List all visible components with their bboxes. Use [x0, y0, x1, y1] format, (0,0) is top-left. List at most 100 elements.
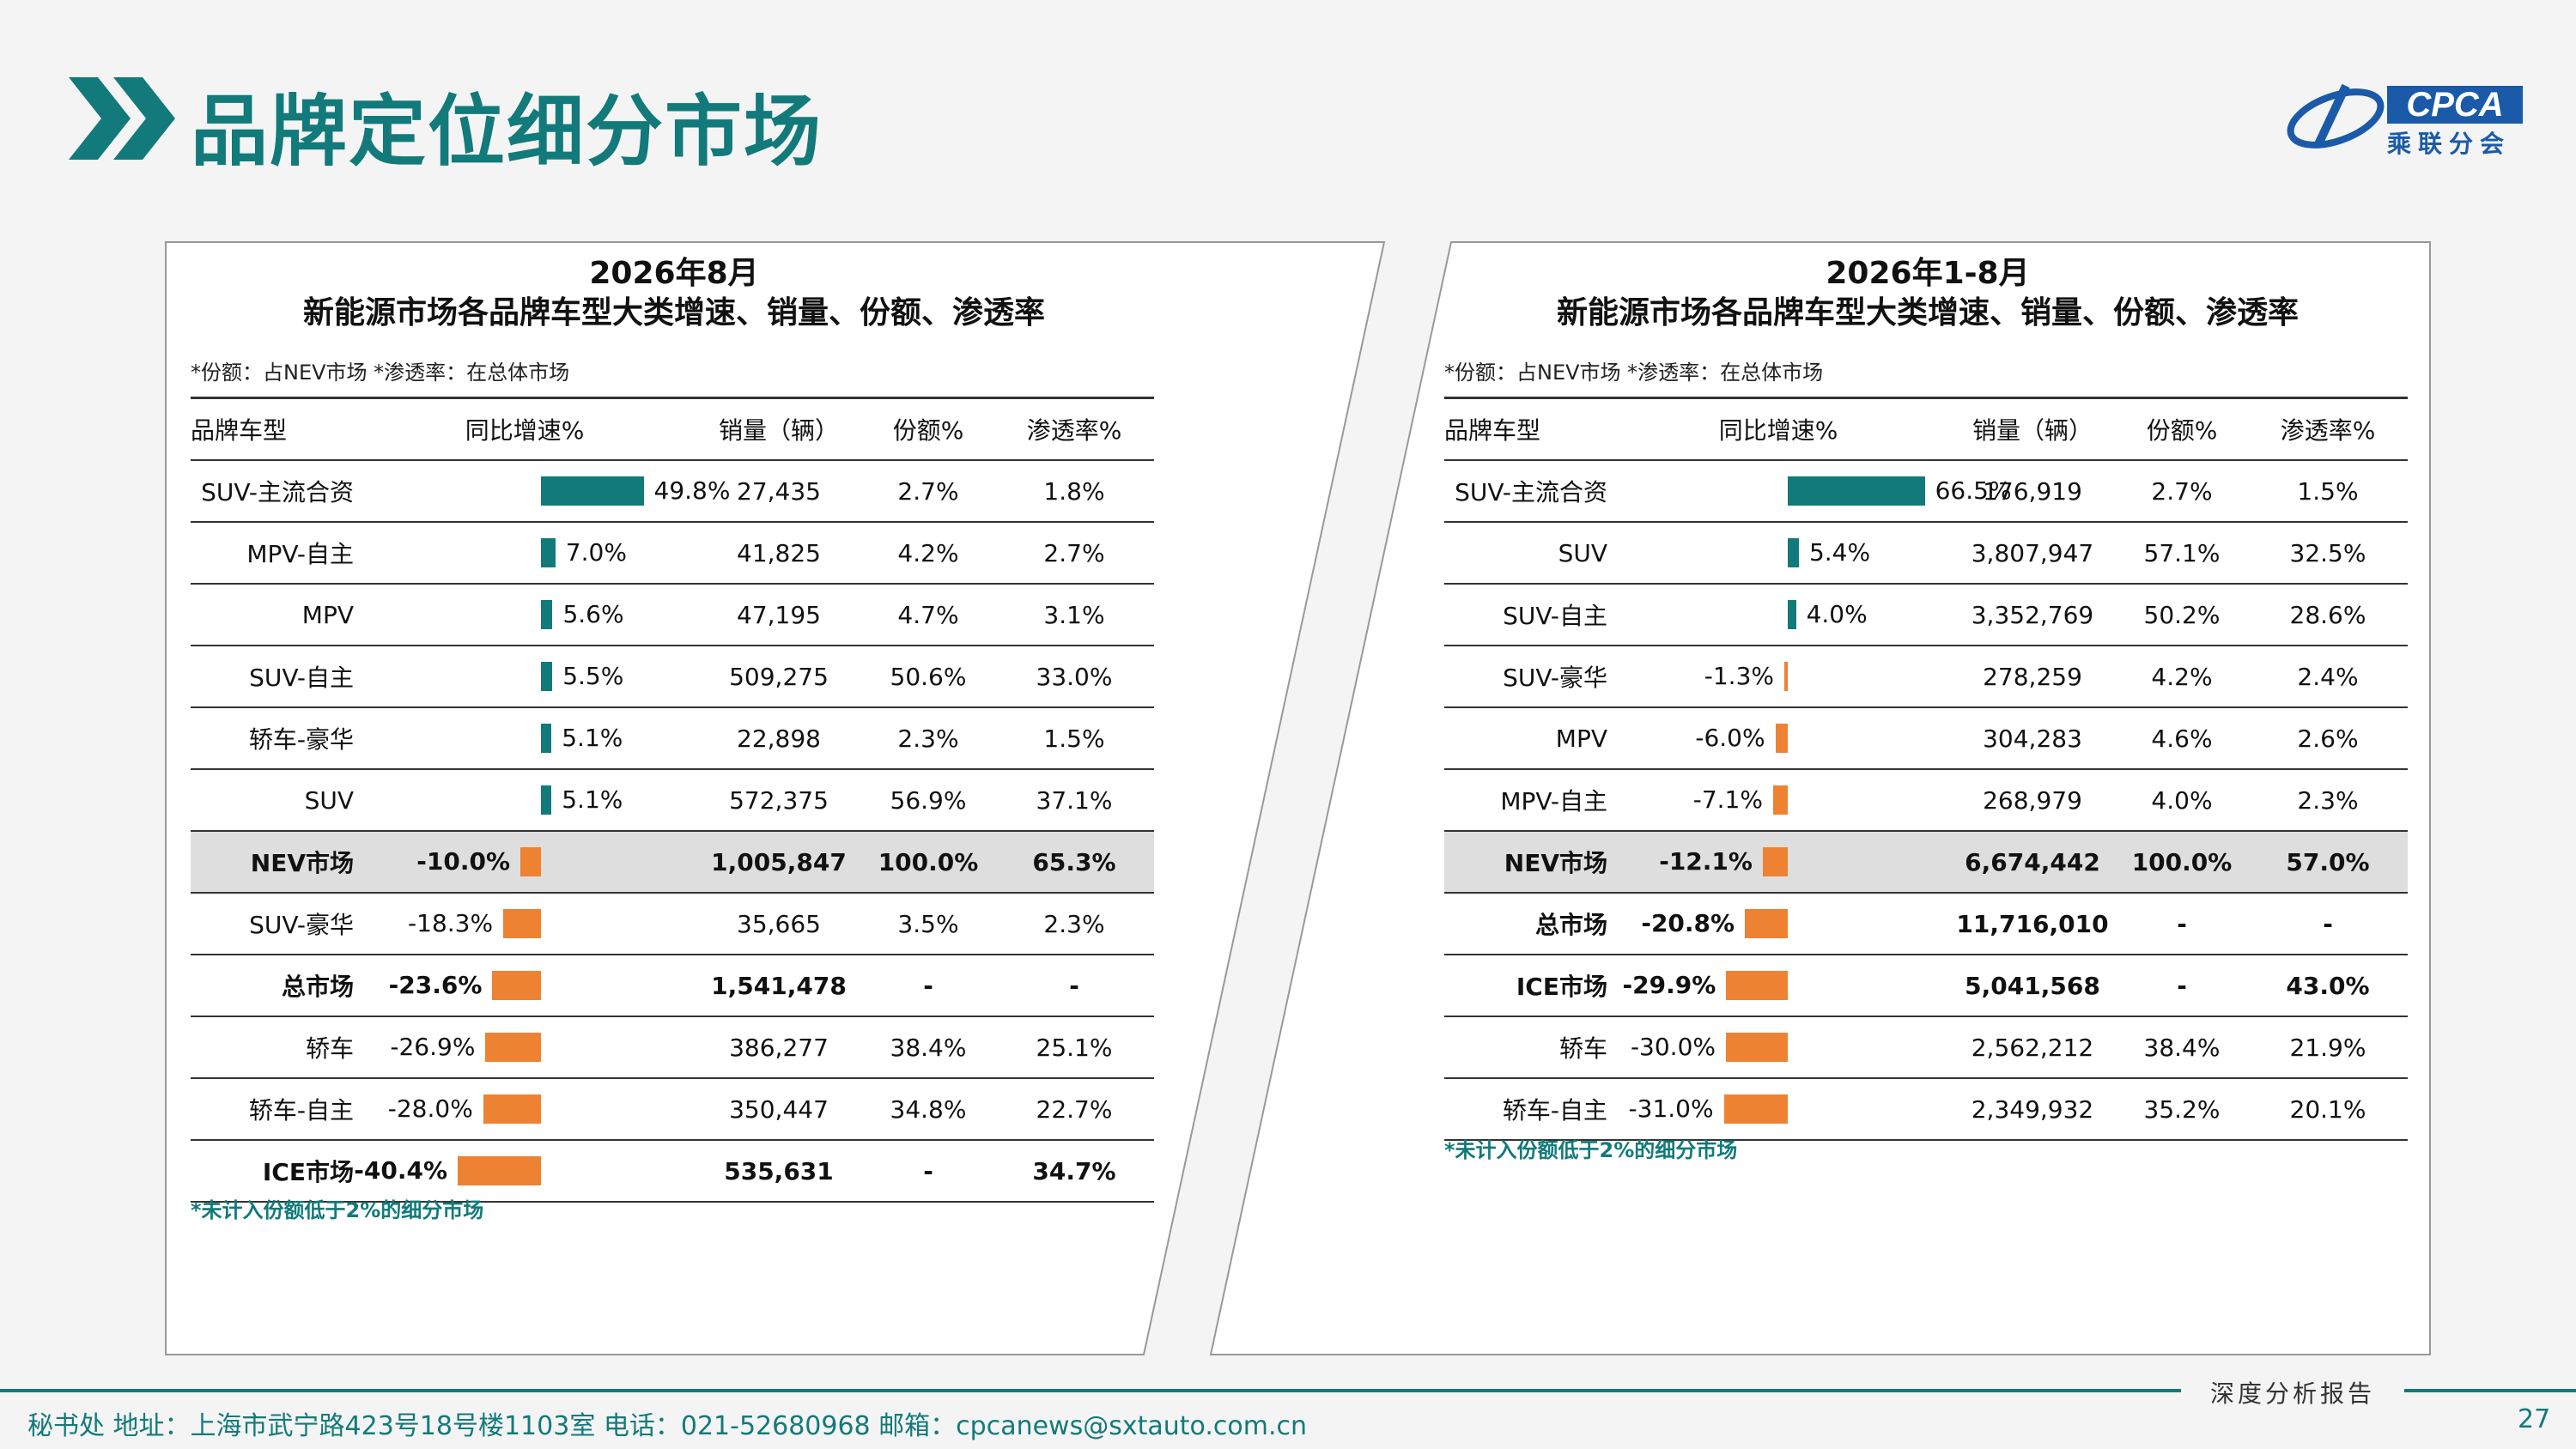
row-name: ICE市场	[1444, 955, 1607, 1017]
table-row: MPV -6.0% 304,283 4.6% 2.6%	[1444, 707, 2408, 770]
penetration-cell: 20.1%	[2248, 1078, 2408, 1141]
panel-title-line2: 新能源市场各品牌车型大类增速、销量、份额、渗透率	[302, 295, 1045, 330]
growth-label: -12.1%	[1659, 847, 1753, 876]
share-cell: 4.2%	[862, 522, 994, 585]
growth-bar	[1762, 847, 1788, 876]
growth-cell: 5.5%	[354, 646, 696, 708]
sales-cell: 350,447	[696, 1078, 862, 1141]
panel-title-ytd: 2026年1-8月 新能源市场各品牌车型大类增速、销量、份额、渗透率	[1443, 254, 2413, 333]
col-header-name: 品牌车型	[191, 397, 354, 461]
table-header-row: 品牌车型 同比增速% 销量（辆） 份额% 渗透率%	[191, 397, 1154, 461]
growth-label: -30.0%	[1630, 1033, 1716, 1061]
growth-cell: -30.0%	[1607, 1016, 1949, 1079]
share-cell: 4.2%	[2116, 646, 2248, 708]
row-name: NEV市场	[191, 831, 354, 894]
growth-bar	[1723, 1094, 1788, 1124]
penetration-cell: 37.1%	[994, 769, 1154, 832]
panel-note: *份额：占NEV市场 *渗透率：在总体市场	[191, 361, 570, 385]
growth-cell: 7.0%	[354, 522, 696, 585]
growth-label: 5.5%	[562, 662, 624, 690]
growth-label: -28.0%	[387, 1094, 473, 1123]
sales-cell: 27,435	[696, 460, 862, 523]
growth-bar	[1788, 538, 1799, 567]
share-cell: 35.2%	[2116, 1078, 2248, 1141]
row-name: SUV-豪华	[1444, 646, 1607, 708]
row-name: 轿车-豪华	[191, 707, 354, 770]
growth-label: -7.1%	[1692, 785, 1763, 814]
penetration-cell: 1.5%	[994, 707, 1154, 770]
sales-cell: 572,375	[696, 769, 862, 832]
col-header-penetration: 渗透率%	[994, 397, 1154, 461]
col-header-share: 份额%	[862, 397, 994, 461]
sales-cell: 6,674,442	[1949, 831, 2116, 894]
growth-cell: -18.3%	[354, 893, 696, 955]
cpca-logo-icon	[2287, 83, 2385, 149]
penetration-cell: 2.3%	[2248, 769, 2408, 832]
col-header-penetration: 渗透率%	[2248, 397, 2408, 461]
share-cell: -	[862, 955, 994, 1017]
share-cell: 50.6%	[862, 646, 994, 708]
growth-cell: -28.0%	[354, 1078, 696, 1141]
share-cell: 4.6%	[2116, 707, 2248, 770]
row-name: SUV-豪华	[191, 893, 354, 955]
penetration-cell: 65.3%	[994, 831, 1154, 894]
growth-cell: -7.1%	[1607, 769, 1949, 832]
row-name: SUV	[191, 769, 354, 832]
growth-bar	[541, 600, 553, 629]
row-name: SUV-主流合资	[191, 460, 354, 523]
growth-bar	[541, 476, 644, 506]
growth-cell: -29.9%	[1607, 955, 1949, 1017]
growth-label: 4.0%	[1806, 600, 1868, 628]
table-row: SUV 5.4% 3,807,947 57.1% 32.5%	[1444, 522, 2408, 585]
sales-cell: 386,277	[696, 1016, 862, 1079]
growth-label: 5.6%	[562, 600, 624, 628]
growth-bar	[1788, 600, 1796, 629]
growth-bar	[541, 785, 552, 815]
growth-bar	[541, 724, 552, 753]
table-row: ICE市场 -29.9% 5,041,568-43.0%	[1444, 955, 2408, 1017]
growth-bar	[483, 1094, 541, 1124]
sales-cell: 176,919	[1949, 460, 2116, 523]
row-name: 轿车-自主	[191, 1078, 354, 1141]
growth-cell: 66.5%	[1607, 460, 2012, 523]
penetration-cell: -	[994, 955, 1154, 1017]
page-number: 27	[2518, 1404, 2551, 1434]
sales-cell: 535,631	[696, 1140, 862, 1203]
footer-report-label: 深度分析报告	[2210, 1379, 2376, 1408]
row-name: MPV-自主	[191, 522, 354, 585]
share-cell: 100.0%	[2116, 831, 2248, 894]
growth-cell: 5.1%	[354, 707, 696, 770]
share-cell: 34.8%	[862, 1078, 994, 1141]
growth-label: -23.6%	[388, 971, 483, 999]
sales-cell: 35,665	[696, 893, 862, 955]
growth-bar	[541, 662, 553, 691]
growth-bar	[485, 1033, 541, 1062]
sales-cell: 41,825	[696, 522, 862, 585]
share-cell: 3.5%	[862, 893, 994, 955]
panel-bottom-note: *未计入份额低于2%的细分市场	[191, 1198, 484, 1222]
growth-bar	[1726, 1033, 1788, 1062]
share-cell: 4.0%	[2116, 769, 2248, 832]
sales-cell: 1,005,847	[696, 831, 862, 894]
growth-cell: -12.1%	[1607, 831, 1949, 894]
penetration-cell: 1.8%	[994, 460, 1154, 523]
panel-title-line1: 2026年1-8月	[1826, 256, 2030, 291]
growth-cell: -40.4%	[354, 1140, 696, 1203]
growth-label: 5.1%	[562, 785, 623, 814]
share-cell: -	[2116, 893, 2248, 955]
col-header-growth: 同比增速%	[1607, 397, 1949, 461]
penetration-cell: 1.5%	[2248, 460, 2408, 523]
panel-bottom-note: *未计入份额低于2%的细分市场	[1444, 1138, 1738, 1162]
table-row: MPV-自主 -7.1% 268,979 4.0% 2.3%	[1444, 769, 2408, 832]
logo-subtitle: 乘联分会	[2387, 130, 2512, 158]
penetration-cell: 25.1%	[994, 1016, 1154, 1079]
penetration-cell: 57.0%	[2248, 831, 2408, 894]
table-row: 轿车 -30.0% 2,562,212 38.4% 21.9%	[1444, 1016, 2408, 1079]
table-row: 总市场 -20.8% 11,716,010- -	[1444, 893, 2408, 955]
table-row: 轿车-自主 -31.0% 2,349,932 35.2% 20.1%	[1444, 1078, 2408, 1141]
growth-cell: 49.8%	[354, 460, 730, 523]
growth-cell: -20.8%	[1607, 893, 1949, 955]
sales-cell: 3,807,947	[1949, 522, 2116, 585]
growth-bar	[520, 847, 541, 876]
share-cell: -	[862, 1140, 994, 1203]
